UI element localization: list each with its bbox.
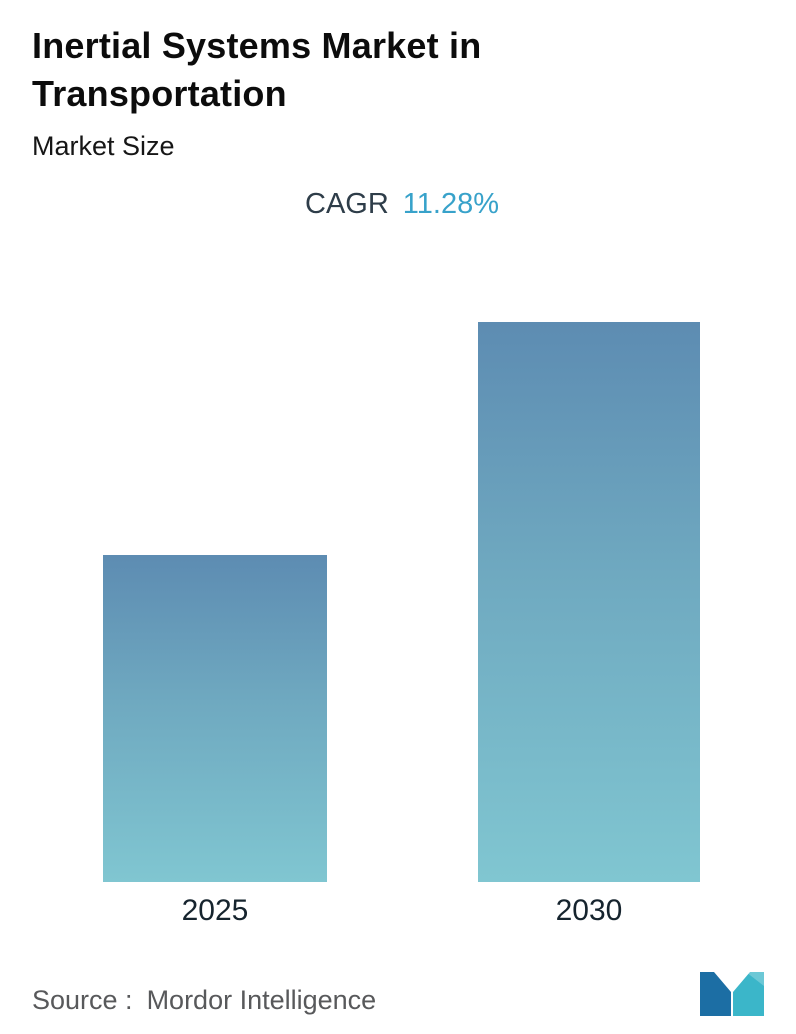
cagr-value: 11.28% [402,188,500,221]
source-label: Source : [32,985,133,1015]
bar-2030 [478,322,700,883]
page-title-line2: Transportation [32,72,287,114]
footer: Source : Mordor Intelligence [32,972,764,1016]
x-axis-label-2025: 2025 [181,894,249,928]
mordor-intelligence-logo-icon [700,972,764,1016]
page-subtitle: Market Size [32,131,175,162]
cagr-label: CAGR [305,188,389,221]
source-attribution: Source : Mordor Intelligence [32,985,376,1016]
x-axis-label-2030: 2030 [555,894,623,928]
source-value: Mordor Intelligence [146,985,377,1015]
page-title: Inertial Systems Market in Transportatio… [32,22,764,117]
bar-2025 [103,555,327,883]
page-title-line1: Inertial Systems Market in [32,25,482,66]
cagr-row: CAGR 11.28% [32,188,764,221]
bar-chart: 2025 2030 [32,322,764,927]
